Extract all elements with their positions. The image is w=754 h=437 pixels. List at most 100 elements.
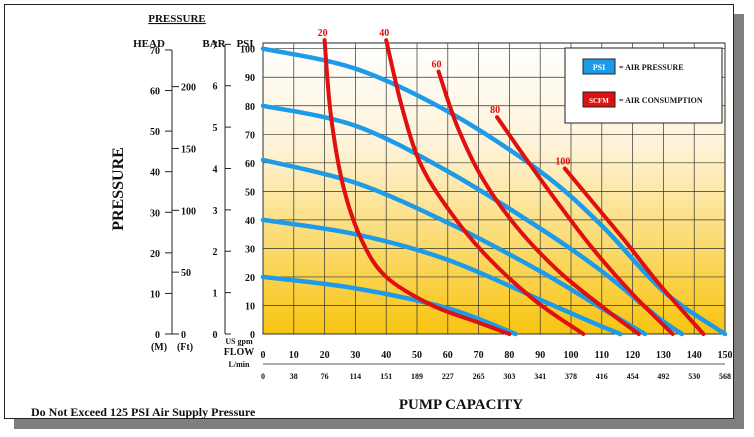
bar-tick-label: 2 bbox=[213, 247, 218, 258]
legend-scfm-swatch bbox=[582, 91, 616, 108]
x-tick-label-lmin: 341 bbox=[534, 372, 546, 381]
x-tick-label-lmin: 38 bbox=[290, 372, 298, 381]
air-consumption-label-100: 100 bbox=[555, 157, 570, 168]
y-axis-label: PRESSURE bbox=[110, 147, 127, 231]
head-ft-tick-label: 0 bbox=[181, 330, 186, 341]
psi-tick-label: 90 bbox=[245, 73, 255, 84]
air-consumption-curve-40scfm bbox=[384, 38, 586, 336]
bar-tick-label: 7 bbox=[213, 40, 218, 51]
head-m-tick-label: 20 bbox=[150, 249, 160, 260]
psi-tick-label: 30 bbox=[245, 244, 255, 255]
air-consumption-labels: 20 40 60 80 100 bbox=[318, 28, 571, 167]
x-tick-label-gpm: 100 bbox=[564, 350, 579, 361]
x-tick-label-lmin: 227 bbox=[442, 372, 454, 381]
bar-tick-label: 4 bbox=[213, 164, 218, 175]
x-tick-label-lmin: 568 bbox=[719, 372, 731, 381]
head-ft-tick-label: 200 bbox=[181, 83, 196, 94]
bar-tick-label: 0 bbox=[213, 330, 218, 341]
air-consumption-label-80: 80 bbox=[490, 105, 500, 116]
x-tick-label-gpm: 10 bbox=[289, 350, 299, 361]
psi-tick-label: 40 bbox=[245, 216, 255, 227]
x-tick-label-lmin: 378 bbox=[565, 372, 577, 381]
x-tick-label-lmin: 114 bbox=[350, 372, 362, 381]
x-tick-label-lmin: 76 bbox=[321, 372, 329, 381]
flow-label: FLOW bbox=[224, 347, 255, 358]
x-tick-label-lmin: 151 bbox=[380, 372, 392, 381]
head-m-tick-label: 40 bbox=[150, 168, 160, 179]
bar-tick-label: 1 bbox=[213, 289, 218, 300]
head-ft-tick-label: 50 bbox=[181, 268, 191, 279]
psi-header: PSI bbox=[236, 38, 253, 50]
legend-psi-text: = AIR PRESSURE bbox=[619, 63, 684, 72]
x-tick-label-lmin: 416 bbox=[596, 372, 608, 381]
bar-tick-label: 6 bbox=[213, 82, 218, 93]
legend-scfm-swatch-label: SCFM bbox=[589, 97, 609, 105]
psi-tick-label: 20 bbox=[245, 273, 255, 284]
x-tick-label-lmin: 0 bbox=[261, 372, 265, 381]
legend-scfm-text: = AIR CONSUMPTION bbox=[619, 96, 703, 105]
x-tick-label-gpm: 50 bbox=[412, 350, 422, 361]
axes: 0102030405060708090100012345670102030405… bbox=[150, 40, 733, 381]
x-tick-label-gpm: 90 bbox=[535, 350, 545, 361]
legend: PSI = AIR PRESSURE SCFM = AIR CONSUMPTIO… bbox=[564, 47, 723, 124]
air-consumption-label-40: 40 bbox=[379, 28, 389, 39]
psi-tick-label: 100 bbox=[240, 45, 255, 56]
x-tick-label-lmin: 189 bbox=[411, 372, 423, 381]
x-tick-label-gpm: 120 bbox=[625, 350, 640, 361]
head-ft-unit: (Ft) bbox=[177, 342, 193, 353]
air-consumption-curve-60scfm bbox=[436, 69, 641, 336]
x-tick-label-gpm: 70 bbox=[474, 350, 484, 361]
x-tick-label-lmin: 265 bbox=[473, 372, 485, 381]
lmin-unit: L/min bbox=[229, 360, 250, 369]
bar-tick-label: 5 bbox=[213, 123, 218, 134]
x-tick-label-lmin: 454 bbox=[627, 372, 639, 381]
head-m-tick-label: 50 bbox=[150, 127, 160, 138]
air-consumption-label-20: 20 bbox=[318, 28, 328, 39]
air-consumption-curve-80scfm bbox=[495, 115, 675, 336]
x-tick-label-lmin: 303 bbox=[503, 372, 515, 381]
x-tick-label-lmin: 530 bbox=[688, 372, 700, 381]
x-tick-label-gpm: 150 bbox=[718, 350, 733, 361]
x-axis-label: PUMP CAPACITY bbox=[399, 397, 523, 413]
x-tick-label-gpm: 0 bbox=[261, 350, 266, 361]
air-consumption-curves bbox=[322, 38, 706, 336]
head-m-tick-label: 60 bbox=[150, 87, 160, 98]
head-header: HEAD bbox=[133, 38, 165, 50]
head-m-tick-label: 30 bbox=[150, 208, 160, 219]
psi-tick-label: 10 bbox=[245, 301, 255, 312]
head-m-tick-label: 0 bbox=[155, 330, 160, 341]
psi-tick-label: 80 bbox=[245, 102, 255, 113]
psi-tick-label: 60 bbox=[245, 159, 255, 170]
air-pressure-curve-40psi bbox=[260, 217, 623, 337]
head-ft-tick-label: 150 bbox=[181, 144, 196, 155]
x-tick-label-gpm: 140 bbox=[687, 350, 702, 361]
bar-tick-label: 3 bbox=[213, 206, 218, 217]
head-m-tick-label: 10 bbox=[150, 289, 160, 300]
x-tick-label-gpm: 20 bbox=[320, 350, 330, 361]
air-pressure-curve-20psi bbox=[260, 274, 518, 337]
head-m-tick-label: 70 bbox=[150, 46, 160, 57]
bar-header: BAR bbox=[202, 38, 226, 50]
x-tick-label-gpm: 40 bbox=[381, 350, 391, 361]
x-tick-label-gpm: 60 bbox=[443, 350, 453, 361]
air-consumption-label-60: 60 bbox=[432, 60, 442, 71]
chart-card: 20 40 60 80 100 0 10 20 30 40 50 60 70 80 90 100 0 1 2 3 4 5… bbox=[4, 4, 734, 419]
x-tick-label-gpm: 130 bbox=[656, 350, 671, 361]
psi-tick-label: 70 bbox=[245, 130, 255, 141]
x-tick-label-lmin: 492 bbox=[657, 372, 669, 381]
x-tick-label-gpm: 80 bbox=[504, 350, 514, 361]
legend-psi-swatch bbox=[582, 58, 616, 75]
pressure-header: PRESSURE bbox=[148, 13, 205, 25]
air-consumption-curve-20scfm bbox=[322, 38, 512, 336]
legend-psi-swatch-label: PSI bbox=[593, 63, 605, 72]
psi-tick-label: 0 bbox=[250, 330, 255, 341]
head-ft-tick-label: 100 bbox=[181, 206, 196, 217]
head-m-unit: (M) bbox=[151, 342, 167, 353]
us-gpm-unit: US gpm bbox=[225, 337, 253, 346]
x-tick-label-gpm: 30 bbox=[350, 350, 360, 361]
air-consumption-curve-100scfm bbox=[562, 166, 706, 336]
psi-tick-label: 50 bbox=[245, 187, 255, 198]
x-tick-label-gpm: 110 bbox=[595, 350, 609, 361]
footnote: Do Not Exceed 125 PSI Air Supply Pressur… bbox=[31, 405, 256, 419]
